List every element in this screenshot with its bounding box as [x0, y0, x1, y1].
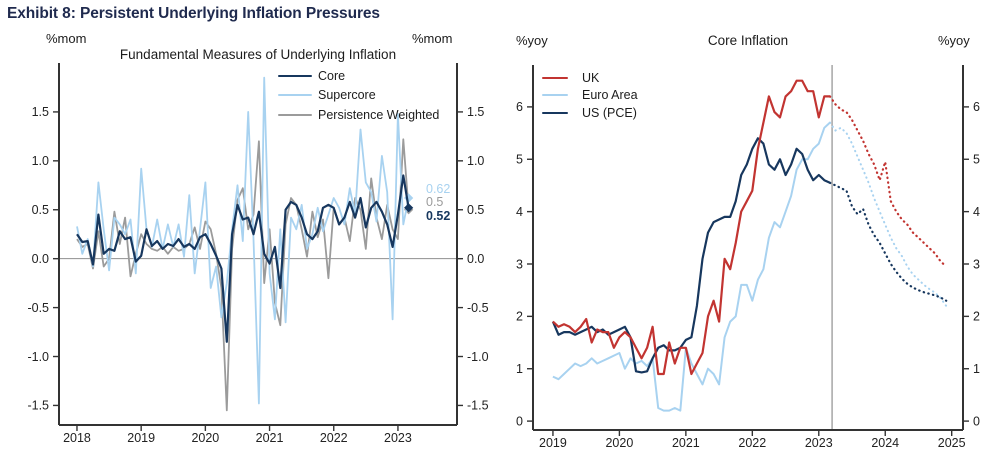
y-tick-label: 0.5 [32, 203, 49, 217]
left-chart-legend: Core Supercore Persistence Weighted [278, 66, 439, 125]
supercore-line [76, 76, 410, 405]
legend-item-us-pce: US (PCE) [542, 104, 638, 122]
right-chart-title: Core Inflation [707, 33, 789, 48]
supercore-end-label: 0.62 [426, 182, 450, 196]
y-tick-label: 1.5 [467, 105, 484, 119]
core-line-swatch [278, 74, 312, 77]
x-tick-label: 2024 [871, 436, 899, 450]
legend-item-euro-area: Euro Area [542, 87, 638, 105]
legend-item-persistence-weighted: Persistence Weighted [278, 105, 439, 125]
supercore-line-swatch [278, 94, 312, 97]
core-line [76, 174, 410, 343]
persistence-weighted-line-swatch [278, 113, 312, 116]
y-tick-label: 5 [973, 153, 980, 167]
x-tick-label: 2019 [127, 431, 155, 445]
y-tick-label: 1.0 [467, 154, 484, 168]
x-tick-label: 2021 [256, 431, 284, 445]
core-end-label: 0.52 [426, 209, 450, 223]
y-tick-label: -1.0 [27, 350, 49, 364]
y-tick-label: 2 [516, 310, 523, 324]
uk-line [552, 79, 830, 376]
x-tick-label: 2025 [938, 436, 966, 450]
uk-forecast-line [828, 95, 948, 268]
legend-item-supercore: Supercore [278, 86, 439, 106]
core-end-marker [404, 203, 414, 213]
y-tick-label: 0 [973, 414, 980, 428]
y-tick-label: 6 [516, 100, 523, 114]
right-chart-legend: UK Euro Area US (PCE) [542, 69, 638, 122]
x-tick-label: 2020 [191, 431, 219, 445]
left-chart-unit-right: %mom [412, 31, 453, 46]
persistence-weighted-end-label: 0.5 [426, 195, 443, 209]
y-tick-label: 0 [516, 414, 523, 428]
y-tick-label: -0.5 [27, 301, 49, 315]
y-tick-label: 4 [516, 205, 523, 219]
page-title: Exhibit 8: Persistent Underlying Inflati… [7, 5, 380, 22]
y-tick-label: 1 [973, 362, 980, 376]
y-tick-label: -0.5 [467, 301, 489, 315]
legend-item-uk: UK [542, 69, 638, 87]
x-tick-label: 2021 [672, 436, 700, 450]
euro-area-line [552, 121, 831, 412]
legend-label-supercore: Supercore [318, 88, 376, 103]
y-tick-label: 3 [516, 257, 523, 271]
y-tick-label: 6 [973, 100, 980, 114]
y-tick-label: 2 [973, 310, 980, 324]
y-tick-label: 3 [973, 257, 980, 271]
y-tick-label: -1.5 [27, 399, 49, 413]
legend-label-us-pce: US (PCE) [582, 105, 637, 120]
right-chart-unit-right: %yoy [938, 33, 970, 48]
y-tick-label: 0.0 [467, 252, 484, 266]
legend-label-euro-area: Euro Area [582, 88, 638, 103]
y-tick-label: 4 [973, 205, 980, 219]
persistence-weighted-line [76, 138, 410, 412]
x-tick-label: 2022 [320, 431, 348, 445]
left-chart-unit-left: %mom [46, 31, 87, 46]
x-tick-label: 2019 [539, 436, 567, 450]
legend-label-core: Core [318, 68, 346, 83]
x-tick-label: 2022 [738, 436, 766, 450]
euro-area-line-swatch [542, 94, 568, 97]
legend-item-core: Core [278, 66, 439, 86]
euro-area-forecast-line [828, 121, 948, 307]
x-tick-label: 2023 [384, 431, 412, 445]
y-tick-label: -1.0 [467, 350, 489, 364]
x-tick-label: 2023 [805, 436, 833, 450]
left-chart-title: Fundamental Measures of Underlying Infla… [119, 47, 397, 62]
y-tick-label: -1.5 [467, 399, 489, 413]
y-tick-label: 5 [516, 153, 523, 167]
x-tick-label: 2018 [63, 431, 91, 445]
legend-label-uk: UK [582, 70, 600, 85]
y-tick-label: 1 [516, 362, 523, 376]
x-tick-label: 2020 [605, 436, 633, 450]
y-tick-label: 0.5 [467, 203, 484, 217]
right-chart-unit-left: %yoy [516, 33, 548, 48]
us-pce-forecast-line [828, 181, 948, 302]
us-pce-line-swatch [542, 111, 568, 114]
y-tick-label: 1.0 [32, 154, 49, 168]
uk-line-swatch [542, 76, 568, 79]
y-tick-label: 0.0 [32, 252, 49, 266]
y-tick-label: 1.5 [32, 105, 49, 119]
legend-label-persistence-weighted: Persistence Weighted [318, 107, 440, 122]
